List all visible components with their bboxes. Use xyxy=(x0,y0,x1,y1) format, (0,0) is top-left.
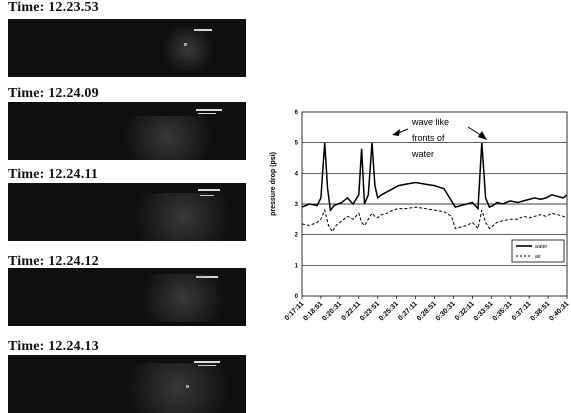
x-axis-ticks: 0:17:110:18:510:20:310:22:110:23:510:25:… xyxy=(284,296,570,322)
annotation-line: water xyxy=(411,149,434,159)
y-tick-label: 2 xyxy=(295,233,299,239)
x-tick-label: 0:35:31 xyxy=(492,300,514,322)
x-tick-label: 0:28:51 xyxy=(416,300,438,322)
frame-time-label: Time: 12.23.53 xyxy=(8,0,99,15)
x-tick-label: 0:18:51 xyxy=(302,300,324,322)
annotation-arrow-right xyxy=(467,126,483,137)
arrowhead-icon xyxy=(392,129,400,136)
video-frame xyxy=(8,19,246,77)
pressure-drop-chart: 0 1 2 3 4 5 6 0:17:110:18:510:20:310:22:110:23… xyxy=(270,110,570,322)
x-tick-label: 0:33:51 xyxy=(473,300,495,322)
x-tick-label: 0:23:51 xyxy=(359,300,381,322)
x-tick-label: 0:40:31 xyxy=(548,300,570,322)
y-tick-label: 5 xyxy=(295,141,299,147)
legend: water air xyxy=(511,239,565,263)
y-tick-label: 3 xyxy=(295,202,299,208)
chart-series xyxy=(301,142,568,233)
x-tick-label: 0:32:11 xyxy=(454,300,476,322)
y-tick-label: 6 xyxy=(295,110,299,116)
x-tick-label: 0:30:31 xyxy=(435,300,457,322)
x-tick-label: 0:25:31 xyxy=(378,300,400,322)
legend-label-air: air xyxy=(535,254,541,260)
video-frame xyxy=(8,102,246,160)
series-line-water xyxy=(301,142,568,212)
frame-time-label: Time: 12.24.11 xyxy=(8,167,99,182)
x-tick-label: 0:37:11 xyxy=(511,300,533,322)
y-tick-label: 0 xyxy=(295,294,299,300)
frame-time-label: Time: 12.24.12 xyxy=(8,254,99,269)
annotation-line: wave like xyxy=(411,117,449,127)
y-axis-ticks: 0 1 2 3 4 5 6 xyxy=(295,110,299,300)
x-tick-label: 0:38:51 xyxy=(529,300,551,322)
legend-label-water: water xyxy=(535,244,548,250)
video-frame xyxy=(8,268,246,326)
frame-time-label: Time: 12.24.09 xyxy=(8,86,99,101)
annotation: wave like fronts of water xyxy=(392,117,487,159)
video-frame xyxy=(8,355,246,413)
annotation-line: fronts of xyxy=(412,133,445,143)
x-tick-label: 0:22:11 xyxy=(340,300,362,322)
x-tick-label: 0:20:31 xyxy=(321,300,343,322)
y-tick-label: 1 xyxy=(295,263,299,269)
frame-time-label: Time: 12.24.13 xyxy=(8,339,99,354)
video-frame xyxy=(8,183,246,241)
y-tick-label: 4 xyxy=(295,171,299,177)
x-tick-label: 0:17:11 xyxy=(284,300,306,322)
series-line-air xyxy=(301,206,568,233)
y-axis-label: pressure drop (psi) xyxy=(270,152,277,216)
x-tick-label: 0:27:11 xyxy=(397,300,419,322)
arrowhead-icon xyxy=(478,131,487,140)
